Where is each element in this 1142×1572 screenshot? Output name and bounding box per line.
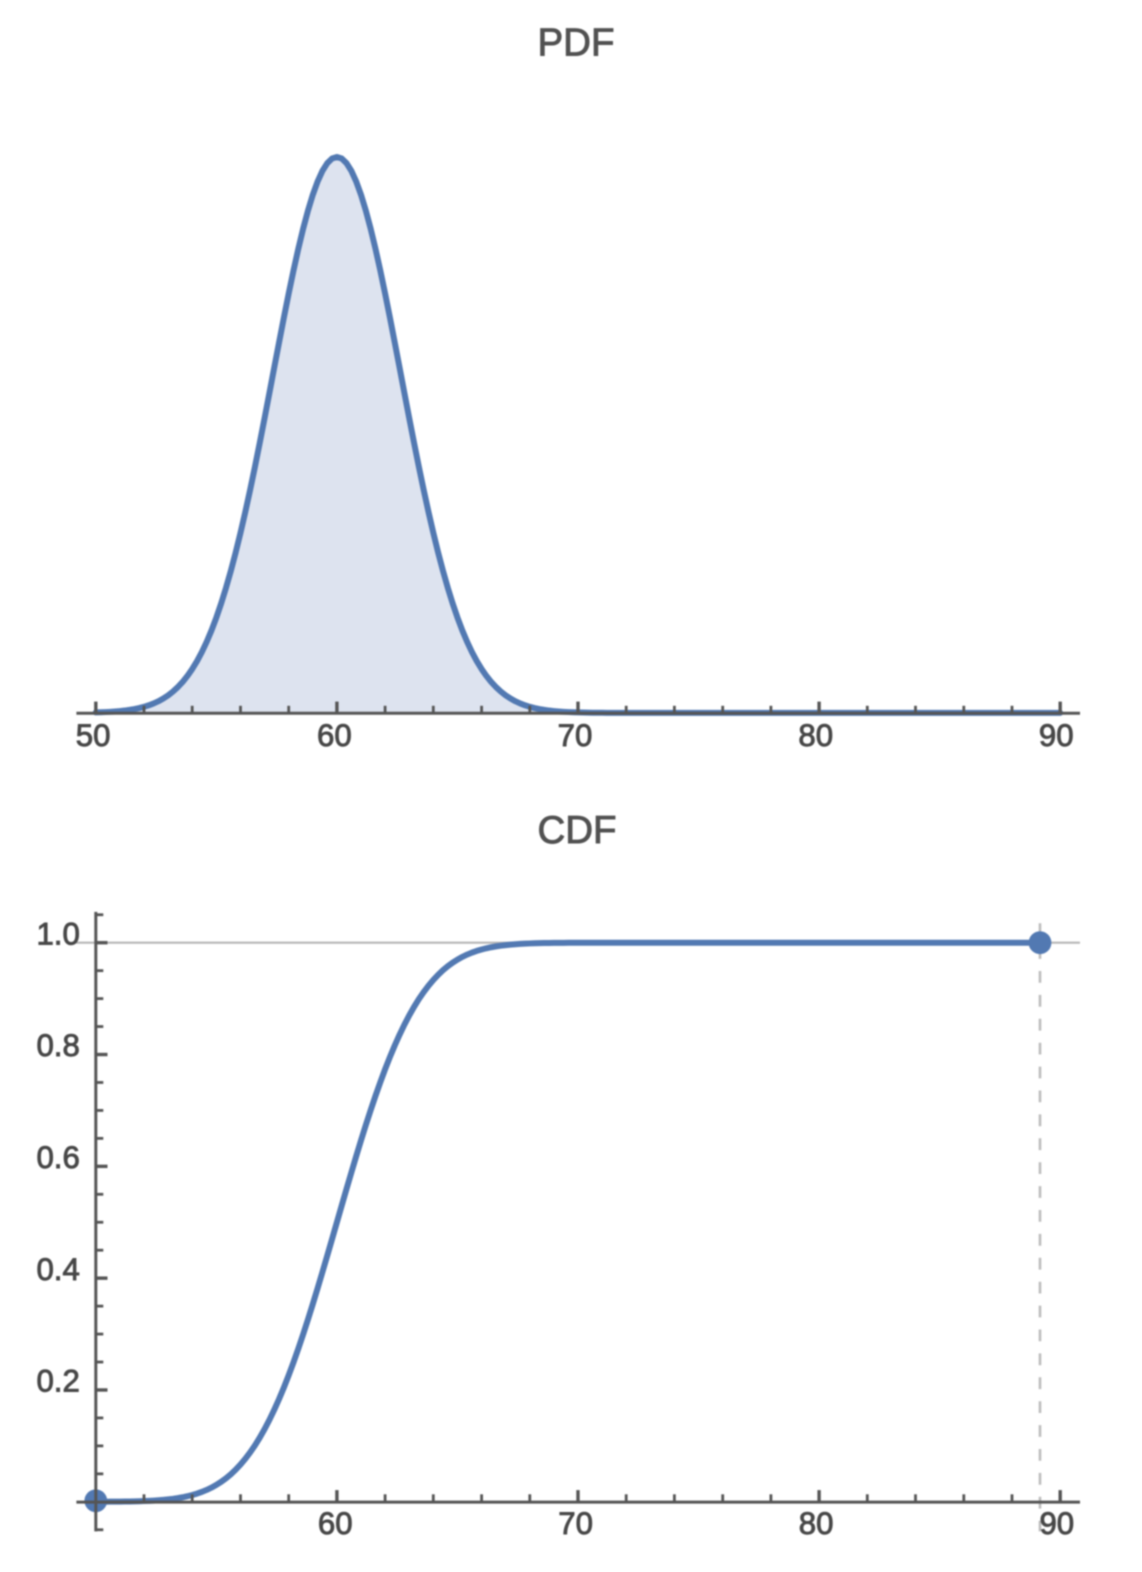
svg-text:80: 80	[798, 718, 833, 753]
svg-text:90: 90	[1039, 1506, 1074, 1541]
svg-text:0.4: 0.4	[36, 1252, 79, 1287]
svg-text:0.2: 0.2	[36, 1364, 79, 1399]
svg-text:70: 70	[558, 1506, 593, 1541]
svg-text:60: 60	[318, 1506, 353, 1541]
svg-text:80: 80	[799, 1506, 834, 1541]
svg-text:50: 50	[76, 718, 111, 753]
svg-text:0.8: 0.8	[36, 1028, 79, 1063]
svg-text:60: 60	[317, 718, 352, 753]
svg-text:PDF: PDF	[538, 21, 615, 64]
svg-text:CDF: CDF	[537, 809, 616, 852]
svg-text:90: 90	[1039, 718, 1074, 753]
svg-text:70: 70	[558, 718, 593, 753]
svg-text:0.6: 0.6	[36, 1140, 79, 1175]
svg-text:1.0: 1.0	[36, 916, 79, 951]
